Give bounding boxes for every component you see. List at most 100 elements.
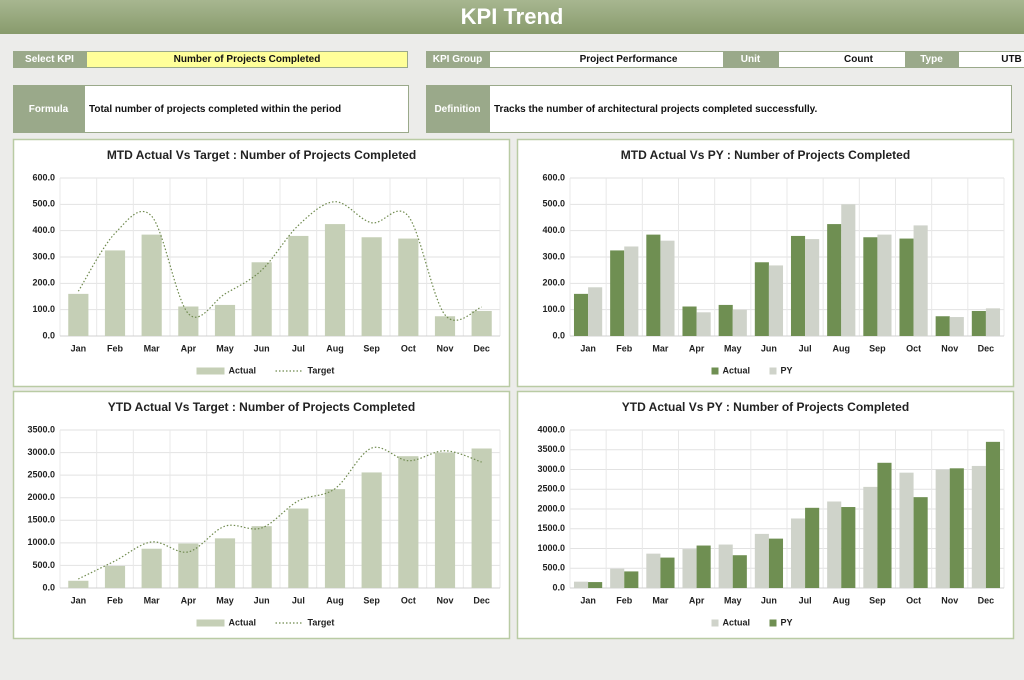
y-tick-label: 600.0 [32, 172, 55, 182]
bar [324, 489, 346, 588]
bar [682, 549, 697, 588]
bar [732, 555, 747, 588]
bar [178, 543, 199, 588]
bar [288, 235, 309, 336]
y-tick-label: 1000.0 [27, 537, 55, 547]
bar [324, 224, 346, 336]
x-tick-label: Oct [401, 595, 416, 605]
legend-label: Target [308, 365, 335, 375]
x-tick-label: Aug [326, 343, 344, 353]
bar [214, 304, 236, 336]
bar [141, 234, 162, 336]
bar [214, 538, 236, 588]
y-tick-label: 400.0 [32, 225, 55, 235]
y-tick-label: 200.0 [542, 278, 565, 288]
bar [949, 468, 964, 588]
x-tick-label: Nov [436, 595, 453, 605]
y-tick-label: 500.0 [542, 199, 565, 209]
bar [732, 309, 747, 336]
bar [104, 565, 126, 588]
bar [718, 304, 733, 336]
bar [588, 287, 603, 336]
bar [646, 234, 661, 336]
line [77, 201, 482, 321]
legend-label: Actual [723, 365, 751, 375]
bar [899, 238, 914, 336]
x-tick-label: Jun [254, 595, 270, 605]
x-tick-label: Mar [652, 595, 669, 605]
bar [863, 237, 878, 336]
bar [646, 553, 661, 588]
bar [624, 571, 639, 588]
bar [935, 316, 950, 336]
bar [660, 240, 675, 336]
y-tick-label: 1500.0 [537, 523, 565, 533]
field-value: Number of Projects Completed [86, 51, 408, 68]
bar [660, 557, 675, 588]
y-tick-label: 0.0 [42, 582, 55, 592]
field-label: Type [905, 51, 958, 68]
y-tick-label: 400.0 [542, 225, 565, 235]
x-tick-label: Jan [580, 343, 596, 353]
bar [288, 508, 309, 588]
x-tick-label: Jul [799, 343, 812, 353]
bar [471, 448, 492, 588]
x-tick-label: Sep [869, 343, 886, 353]
y-tick-label: 2500.0 [537, 484, 565, 494]
bar [251, 526, 272, 588]
y-tick-label: 3500.0 [537, 444, 565, 454]
bar [573, 293, 589, 336]
y-tick-label: 3000.0 [27, 447, 55, 457]
x-tick-label: May [216, 343, 234, 353]
bar [610, 250, 625, 336]
legend-label: Target [308, 617, 335, 627]
y-tick-label: 1500.0 [27, 515, 55, 525]
x-tick-label: Jul [292, 343, 305, 353]
bar [877, 462, 892, 588]
y-tick-label: 0.0 [552, 582, 565, 592]
x-tick-label: Jun [254, 343, 270, 353]
bar [718, 544, 733, 588]
field-value: UTB [958, 51, 1024, 68]
bar [971, 465, 986, 588]
field-label: Unit [723, 51, 778, 68]
x-tick-label: Jun [761, 343, 777, 353]
y-tick-label: 1000.0 [537, 543, 565, 553]
bar [827, 224, 842, 336]
bar [754, 262, 769, 336]
x-tick-label: Jul [799, 595, 812, 605]
chart-title: YTD Actual Vs Target : Number of Project… [108, 400, 415, 414]
bar [949, 317, 964, 336]
description-text: Tracks the number of architectural proje… [489, 85, 1012, 133]
x-tick-label: Feb [107, 343, 124, 353]
x-tick-label: Oct [401, 343, 416, 353]
bar [682, 306, 697, 336]
x-tick-label: Oct [906, 343, 921, 353]
chart-panel [516, 390, 1015, 640]
description-label: Definition [426, 85, 489, 133]
x-tick-label: Feb [107, 595, 124, 605]
field-label: Select KPI [13, 51, 86, 68]
bar [361, 472, 382, 588]
bar [68, 580, 89, 588]
y-tick-label: 100.0 [542, 304, 565, 314]
bar [178, 306, 199, 336]
bar [610, 568, 625, 588]
bar [696, 545, 711, 588]
bar [588, 582, 603, 588]
x-tick-label: Mar [144, 343, 161, 353]
y-tick-label: 2000.0 [27, 492, 55, 502]
bar [573, 581, 589, 588]
x-tick-label: May [216, 595, 234, 605]
bar [434, 316, 456, 336]
legend-swatch [769, 367, 777, 375]
bar [104, 250, 126, 336]
bar [899, 472, 914, 588]
y-tick-label: 3000.0 [537, 464, 565, 474]
bar [68, 293, 89, 336]
legend-swatch [769, 619, 777, 627]
bar [768, 265, 784, 336]
line [78, 446, 482, 580]
bar [827, 501, 842, 588]
legend-label: PY [781, 365, 793, 375]
